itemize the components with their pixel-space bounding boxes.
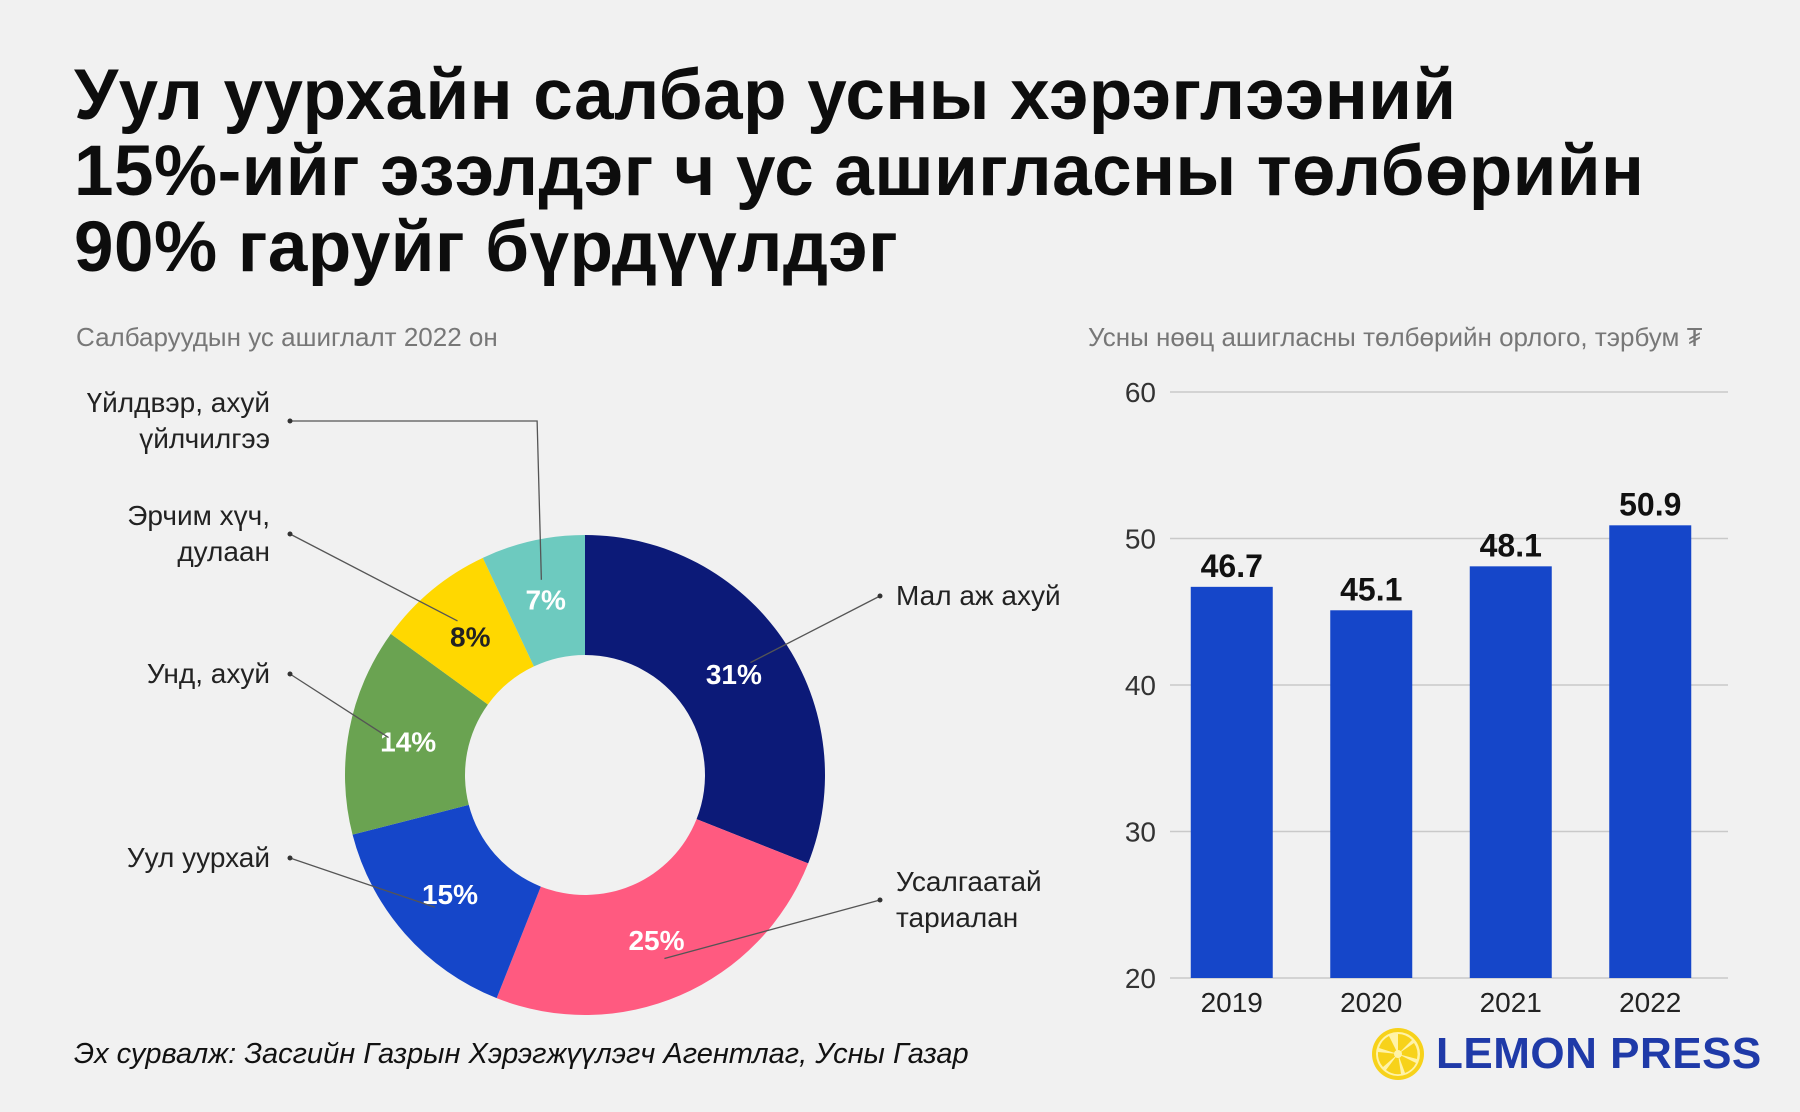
title-line-3: 90% гаруйг бүрдүүлдэг [74, 208, 899, 287]
donut-slice [390, 557, 534, 705]
bar [1609, 525, 1692, 978]
donut-category-label: Үйлдвэр, ахуй үйлчилгээ [87, 387, 270, 454]
title-line-1: Уул уурхайн салбар усны хэрэглээний [74, 56, 1457, 135]
bar-x-tick-label: 2021 [1480, 987, 1542, 1018]
donut-slice [352, 804, 541, 999]
donut-chart: 31% Мал аж ахуй 25% Усалгаатай тариалан 15% Уу… [87, 387, 1061, 1015]
bar-y-tick-label: 20 [1125, 963, 1156, 994]
donut-leader-dot [287, 418, 293, 424]
donut-slice-value-label: 15% [422, 879, 478, 910]
lemon-slice-icon [1372, 1028, 1424, 1080]
donut-slice-value-label: 7% [525, 584, 566, 615]
donut-category-label: Уул уурхай [127, 842, 270, 873]
bar-y-tick-label: 30 [1125, 817, 1156, 848]
bar-x-tick-label: 2020 [1340, 987, 1402, 1018]
donut-slice [585, 535, 826, 864]
bar-y-tick-label: 60 [1125, 377, 1156, 408]
donut-category-label: Эрчим хүч, дулаан [127, 500, 270, 567]
donut-leader-line [750, 595, 881, 664]
donut-leader-line [289, 857, 436, 908]
donut-slice [344, 633, 488, 835]
donut-leader-line [289, 533, 458, 622]
source-note: Эх сурвалж: Засгийн Газрын Хэрэгжүүлэгч … [74, 1038, 969, 1070]
bar-x-tick-label: 2022 [1619, 987, 1681, 1018]
donut-slice-value-label: 14% [380, 726, 436, 757]
donut-leader-line [290, 420, 543, 580]
donut-category-label: Усалгаатай тариалан [896, 866, 1042, 933]
bar [1330, 610, 1413, 978]
donut-chart-title: Салбаруудын ус ашиглалт 2022 он [76, 322, 498, 352]
brand-name: LEMON PRESS [1436, 1029, 1762, 1078]
bar-chart: 20 30 40 50 60 46.7 2019 45.1 2020 48.1 2021 50.9 20… [1125, 377, 1728, 1018]
donut-leader-dot [287, 531, 293, 537]
donut-leader-dot [287, 855, 293, 861]
donut-slice [496, 819, 809, 1015]
donut-slice-value-label: 31% [706, 659, 762, 690]
bar [1190, 586, 1273, 978]
donut-category-label: Унд, ахуй [147, 658, 270, 689]
donut-leader-dot [877, 897, 883, 903]
bar [1469, 566, 1552, 978]
bar-value-label: 48.1 [1480, 527, 1542, 563]
donut-slice-value-label: 25% [628, 925, 684, 956]
bar-x-tick-label: 2019 [1201, 987, 1263, 1018]
donut-leader-dot [877, 593, 883, 599]
donut-leader-line [664, 899, 881, 960]
bar-value-label: 50.9 [1619, 486, 1681, 522]
bar-y-tick-label: 50 [1125, 524, 1156, 555]
donut-leader-line [289, 673, 389, 739]
bar-value-label: 45.1 [1340, 571, 1402, 607]
donut-slice [482, 535, 585, 667]
bar-chart-title: Усны нөөц ашигласны төлбөрийн орлого, тэ… [1088, 322, 1703, 352]
page-title: Уул уурхайн салбар усны хэрэглээний 15%-… [74, 58, 1734, 286]
donut-leader-dot [287, 671, 293, 677]
donut-slice-value-label: 8% [450, 621, 491, 652]
donut-category-label: Мал аж ахуй [896, 580, 1061, 611]
brand-logo: LEMON PRESS [1370, 1024, 1762, 1084]
bar-value-label: 46.7 [1201, 548, 1263, 584]
title-line-2: 15%-ийг эзэлдэг ч ус ашигласны төлбөрийн [74, 132, 1645, 211]
bar-y-tick-label: 40 [1125, 670, 1156, 701]
